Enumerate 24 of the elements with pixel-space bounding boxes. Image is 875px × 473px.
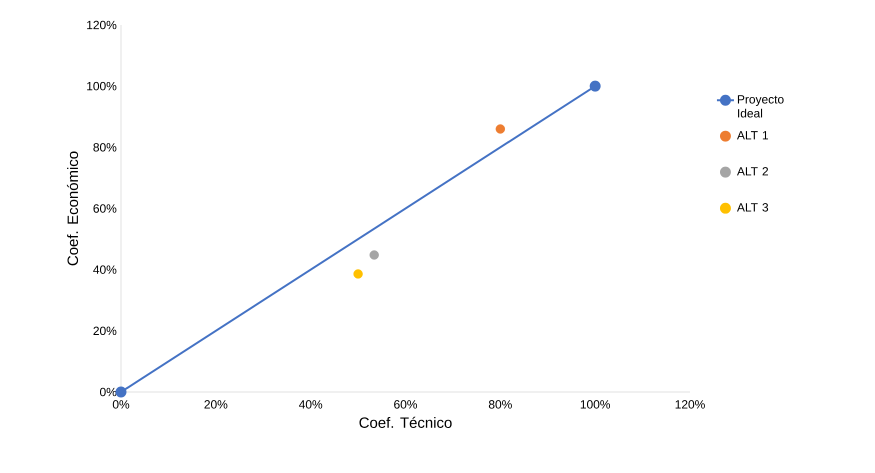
point bbox=[496, 124, 506, 134]
legend-label: Proyecto Ideal bbox=[738, 95, 784, 118]
x-tick-label: 60% bbox=[394, 400, 418, 409]
legend-label: ALT 3 bbox=[736, 203, 768, 212]
y-tick-label: 120% bbox=[87, 20, 116, 30]
x-axis-title: Coef. Técnico bbox=[359, 416, 452, 428]
point bbox=[353, 269, 363, 279]
point bbox=[370, 250, 379, 260]
x-tick-label: 40% bbox=[298, 400, 322, 409]
x-tick-label: 100% bbox=[580, 400, 610, 409]
point bbox=[116, 386, 126, 398]
point bbox=[590, 80, 601, 92]
x-tick-label: 80% bbox=[488, 400, 512, 409]
y-tick-label: 80% bbox=[93, 143, 116, 152]
legend-label: ALT 1 bbox=[736, 131, 768, 140]
x-tick-label: 0% bbox=[112, 400, 130, 409]
y-tick-label: 60% bbox=[93, 204, 116, 213]
y-axis-title: Coef. Económico bbox=[66, 152, 78, 266]
y-tick-label: 100% bbox=[87, 82, 116, 90]
y-tick-label: 20% bbox=[93, 326, 116, 336]
legend-label: ALT 2 bbox=[736, 167, 768, 176]
y-tick-label: 40% bbox=[93, 265, 116, 274]
x-tick-label: 20% bbox=[204, 400, 228, 409]
x-tick-label: 120% bbox=[676, 400, 705, 409]
